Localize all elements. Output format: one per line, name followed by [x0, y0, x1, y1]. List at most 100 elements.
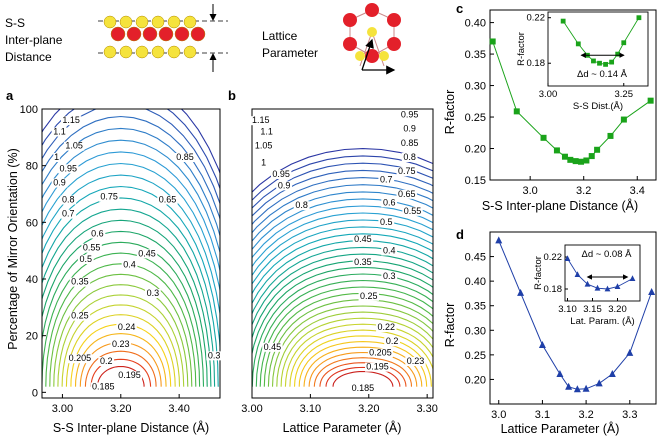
contour-label-bg [352, 257, 374, 267]
data-point [553, 147, 560, 154]
contour-label-bg [260, 158, 267, 168]
contour-level-label: 0.9 [53, 178, 66, 188]
contour-label-bg [378, 218, 395, 228]
contour-level-label: 0.205 [369, 348, 392, 358]
contour-level-label: 0.55 [404, 206, 422, 216]
data-point [565, 382, 573, 390]
y-tick-label: 0 [32, 387, 38, 399]
contour-label-bg [136, 249, 158, 259]
contour-level-label: 0.45 [354, 234, 372, 244]
contour-line [61, 304, 181, 387]
y-tick-label: 0.25 [465, 350, 486, 362]
interplane-label-line3: Distance [5, 50, 52, 64]
contour-line [252, 233, 433, 295]
contour-line [319, 362, 407, 387]
contour-level-label: 0.9 [403, 124, 416, 134]
contour-level-label: 0.2 [386, 336, 399, 346]
panel-c-label: c [456, 1, 463, 16]
metal-atom [110, 26, 126, 42]
x-tick-label: 3.40 [168, 403, 189, 415]
contour-level-label: 0.95 [401, 110, 419, 120]
y-tick-label: 20 [26, 331, 38, 343]
interplane-label-line2: Inter-plane [5, 33, 63, 47]
contour-label-bg [58, 164, 79, 174]
inset-x-tick-label: 3.00 [539, 89, 558, 100]
sulfur-atom [119, 15, 133, 29]
contour-line [252, 266, 433, 357]
contour-line [252, 246, 433, 316]
interplane-schematic: S-S Inter-plane Distance [5, 4, 228, 72]
panel-c-line: c R-factor S-S Inter-plane Distance (Å) … [443, 1, 657, 213]
contour-label-bg [63, 141, 85, 151]
contour-level-label: 1.15 [62, 115, 80, 125]
inset-xlabel: Lat. Param. (Å) [570, 316, 634, 327]
contour-level-label: 0.7 [380, 175, 393, 185]
inset-ylabel: R-factor [533, 256, 544, 290]
data-point [582, 384, 590, 392]
inset-y-tick-label: 0.18 [527, 58, 546, 69]
y-tick-label: 40 [26, 274, 38, 286]
data-point [556, 370, 564, 378]
panel-d-label: d [456, 227, 464, 242]
contour-label-bg [276, 181, 293, 191]
contour-line [252, 253, 433, 326]
inset-y-tick-label: 0.18 [544, 284, 563, 295]
sulfur-atom [135, 15, 149, 29]
y-tick-label: 0.40 [465, 276, 486, 288]
contour-label-bg [116, 323, 137, 332]
contour-line [84, 350, 157, 387]
data-point [608, 370, 616, 378]
panel-d-xlabel: Lattice Parameter (Å) [501, 421, 620, 436]
contour-level-label: 0.8 [403, 152, 416, 162]
contour-line [42, 151, 220, 274]
data-point [573, 385, 581, 393]
data-point [621, 40, 627, 46]
data-point [574, 271, 581, 277]
contour-label-bg [365, 362, 391, 372]
contour-level-label: 0.2 [100, 356, 113, 366]
contour-line [313, 357, 413, 387]
contour-level-label: 0.45 [138, 248, 156, 258]
data-point [609, 59, 615, 65]
contour-line [252, 148, 433, 193]
contour-label-bg [60, 209, 77, 219]
data-point [561, 153, 568, 160]
contour-level-label: 0.75 [398, 166, 416, 176]
data-point [626, 348, 634, 356]
contour-label-bg [384, 337, 401, 347]
contour-label-bg [350, 383, 376, 393]
contour-level-label: 0.5 [380, 217, 393, 227]
data-point [538, 341, 546, 349]
lattice-vector [361, 38, 374, 71]
data-point [513, 108, 520, 115]
contour-line [49, 273, 193, 387]
contour-level-label: 0.75 [100, 192, 118, 202]
contour-level-label: 1.05 [65, 141, 83, 151]
contour-line [42, 162, 220, 294]
contour-line [42, 185, 220, 355]
contour-level-label: 0.65 [159, 195, 177, 205]
contour-level-label: 0.3 [147, 288, 160, 298]
contour-level-label: 0.4 [383, 246, 396, 256]
contour-level-label: 1.1 [260, 127, 273, 137]
data-point [588, 153, 595, 160]
y-tick-label: 60 [26, 217, 38, 229]
sulfur-atom [103, 15, 117, 29]
plot-frame [251, 108, 434, 399]
contour-line [252, 226, 433, 285]
metal-atom [174, 26, 190, 42]
contour-line [280, 317, 433, 387]
contour-label-bg [401, 153, 418, 162]
contour-line [252, 155, 433, 201]
inset-xlabel: S-S Dist.(Å) [573, 101, 623, 112]
data-point [607, 132, 614, 139]
contour-level-label: 0.8 [62, 195, 75, 205]
data-point [636, 15, 642, 21]
atom-model-lattice [343, 3, 401, 75]
contour-line [308, 351, 418, 387]
panel-d-ylabel: R-factor [443, 303, 457, 347]
contour-level-label: 0.24 [118, 322, 136, 332]
x-tick-label: 3.20 [358, 403, 379, 415]
contour-label-bg [144, 289, 161, 298]
sulfur-atom [355, 51, 365, 61]
